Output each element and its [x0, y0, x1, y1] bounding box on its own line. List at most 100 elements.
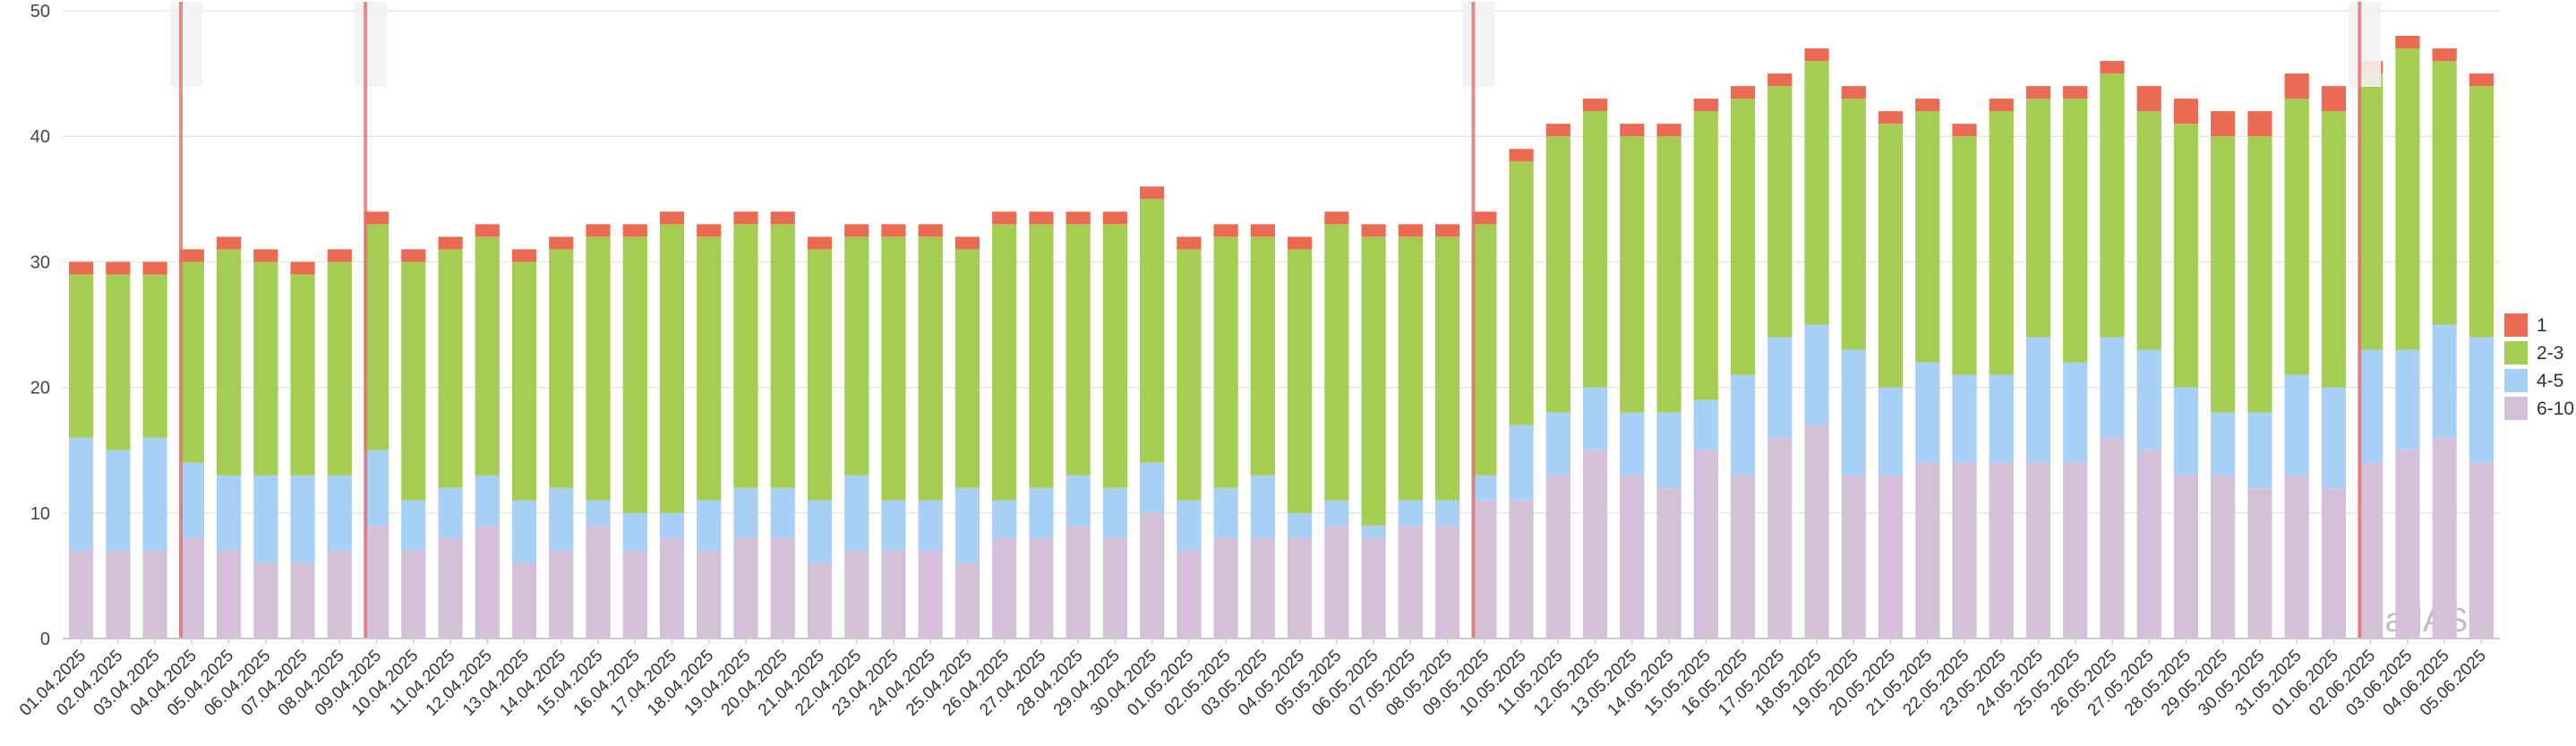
- bar-segment[interactable]: [844, 224, 869, 237]
- bar-segment[interactable]: [2173, 475, 2199, 639]
- bar-segment[interactable]: [1767, 73, 1793, 87]
- bar-segment[interactable]: [106, 550, 131, 639]
- bar-segment[interactable]: [69, 262, 94, 275]
- bar-segment[interactable]: [1509, 500, 1534, 639]
- bar-segment[interactable]: [2100, 337, 2125, 438]
- bar-segment[interactable]: [1656, 487, 1682, 639]
- bar-segment[interactable]: [1288, 236, 1313, 250]
- bar-segment[interactable]: [364, 525, 389, 639]
- bar-segment[interactable]: [1730, 86, 1756, 99]
- bar-segment[interactable]: [475, 224, 500, 237]
- bar-segment[interactable]: [1398, 236, 1423, 501]
- bar-segment[interactable]: [69, 274, 94, 438]
- bar-segment[interactable]: [401, 262, 426, 501]
- bar-segment[interactable]: [2247, 487, 2272, 639]
- bar-segment[interactable]: [954, 249, 980, 488]
- event-marker-flag[interactable]: [355, 2, 388, 87]
- event-marker-flag[interactable]: [1462, 2, 1495, 87]
- bar-segment[interactable]: [1102, 224, 1128, 488]
- bar-segment[interactable]: [1582, 387, 1608, 450]
- bar-segment[interactable]: [1140, 186, 1165, 200]
- bar-segment[interactable]: [1102, 537, 1128, 639]
- bar-segment[interactable]: [1065, 475, 1091, 526]
- bar-segment[interactable]: [1029, 537, 1054, 639]
- bar-segment[interactable]: [1915, 462, 1940, 639]
- bar-segment[interactable]: [1841, 86, 1866, 99]
- bar-segment[interactable]: [1767, 337, 1793, 438]
- bar-segment[interactable]: [1177, 500, 1202, 551]
- bar-segment[interactable]: [475, 525, 500, 639]
- bar-segment[interactable]: [622, 224, 647, 237]
- bar-segment[interactable]: [2136, 349, 2161, 450]
- bar-segment[interactable]: [1434, 525, 1460, 639]
- bar-segment[interactable]: [2025, 99, 2051, 338]
- bar-segment[interactable]: [1952, 462, 1977, 639]
- bar-segment[interactable]: [1434, 236, 1460, 501]
- bar-segment[interactable]: [1102, 487, 1128, 538]
- bar-segment[interactable]: [290, 262, 315, 275]
- bar-segment[interactable]: [327, 262, 352, 476]
- bar-segment[interactable]: [2025, 86, 2051, 99]
- bar-segment[interactable]: [69, 550, 94, 639]
- bar-segment[interactable]: [2247, 136, 2272, 413]
- bar-segment[interactable]: [659, 211, 685, 225]
- bar-segment[interactable]: [2432, 48, 2457, 62]
- bar-segment[interactable]: [2173, 124, 2199, 388]
- bar-segment[interactable]: [733, 211, 758, 225]
- bar-segment[interactable]: [1177, 236, 1202, 250]
- bar-segment[interactable]: [549, 249, 574, 488]
- bar-segment[interactable]: [1177, 249, 1202, 501]
- bar-segment[interactable]: [290, 274, 315, 476]
- bar-segment[interactable]: [1288, 537, 1313, 639]
- bar-segment[interactable]: [475, 475, 500, 526]
- bar-segment[interactable]: [918, 236, 943, 501]
- bar-segment[interactable]: [2173, 99, 2199, 124]
- legend-item[interactable]: 1: [2504, 313, 2547, 337]
- bar-segment[interactable]: [1989, 99, 2014, 112]
- bar-segment[interactable]: [2211, 412, 2236, 476]
- bar-segment[interactable]: [438, 537, 463, 639]
- bar-segment[interactable]: [1620, 124, 1645, 137]
- bar-segment[interactable]: [401, 249, 426, 262]
- bar-segment[interactable]: [1656, 412, 1682, 488]
- bar-segment[interactable]: [1029, 487, 1054, 538]
- bar-segment[interactable]: [659, 512, 685, 538]
- bar-segment[interactable]: [992, 211, 1017, 225]
- bar-segment[interactable]: [2211, 475, 2236, 639]
- legend-item[interactable]: 6-10: [2504, 397, 2574, 420]
- bar-segment[interactable]: [954, 236, 980, 250]
- bar-segment[interactable]: [1989, 111, 2014, 375]
- bar-segment[interactable]: [364, 450, 389, 526]
- bar-segment[interactable]: [253, 249, 278, 262]
- bar-segment[interactable]: [1029, 224, 1054, 488]
- bar-segment[interactable]: [1730, 475, 1756, 639]
- bar-segment[interactable]: [1582, 99, 1608, 112]
- bar-segment[interactable]: [438, 249, 463, 488]
- bar-segment[interactable]: [807, 249, 833, 501]
- bar-segment[interactable]: [954, 487, 980, 563]
- bar-segment[interactable]: [1915, 99, 1940, 112]
- bar-segment[interactable]: [1509, 424, 1534, 501]
- bar-segment[interactable]: [253, 262, 278, 476]
- bar-segment[interactable]: [2063, 86, 2088, 99]
- bar-segment[interactable]: [2358, 73, 2383, 350]
- bar-segment[interactable]: [1324, 211, 1349, 225]
- bar-segment[interactable]: [1878, 475, 1904, 639]
- bar-segment[interactable]: [2284, 475, 2309, 639]
- bar-segment[interactable]: [327, 550, 352, 639]
- bar-segment[interactable]: [1915, 362, 1940, 463]
- bar-segment[interactable]: [844, 550, 869, 639]
- bar-segment[interactable]: [2469, 337, 2494, 463]
- bar-segment[interactable]: [179, 462, 204, 538]
- bar-segment[interactable]: [1065, 224, 1091, 476]
- bar-segment[interactable]: [622, 236, 647, 513]
- bar-segment[interactable]: [2284, 99, 2309, 375]
- bar-segment[interactable]: [1878, 387, 1904, 476]
- event-marker-flag[interactable]: [2349, 2, 2382, 87]
- bar-segment[interactable]: [1434, 500, 1460, 526]
- bar-segment[interactable]: [2100, 437, 2125, 639]
- bar-segment[interactable]: [179, 537, 204, 639]
- legend-item[interactable]: 4-5: [2504, 369, 2563, 392]
- bar-segment[interactable]: [1693, 99, 1718, 112]
- bar-segment[interactable]: [1361, 224, 1386, 237]
